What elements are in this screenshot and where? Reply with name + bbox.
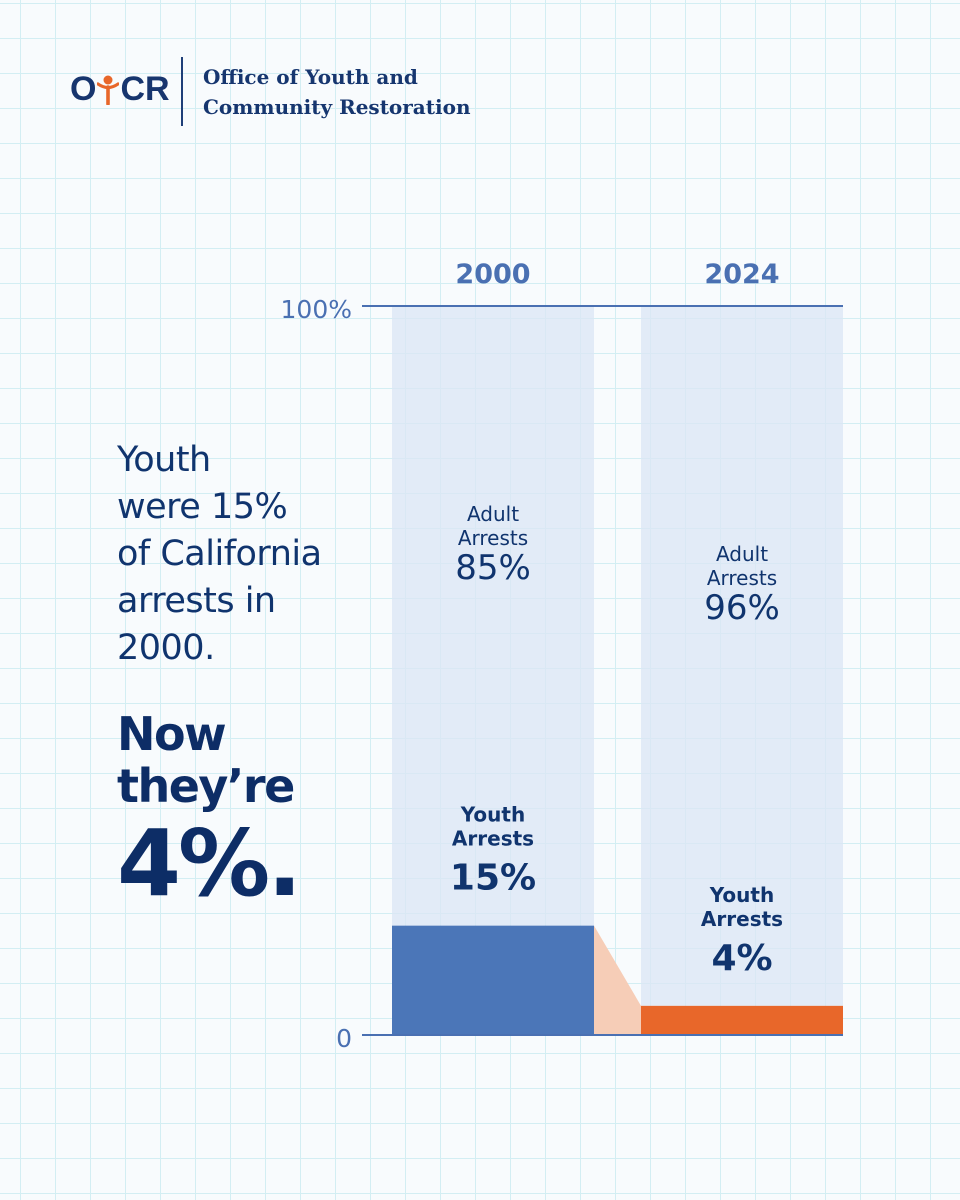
logo-wordmark: O CR (70, 70, 170, 108)
agency-name: Office of Youth and Community Restoratio… (203, 62, 470, 122)
logo: O CR (70, 57, 183, 126)
headline-line5: 2000. (117, 628, 215, 668)
category-label-2024: 2024 (704, 259, 779, 290)
headline-line2: were 15% (117, 487, 288, 527)
headline-line4: arrests in (117, 581, 276, 621)
adult-value-label-2000: 85% (455, 548, 531, 588)
headline-line3: of California (117, 534, 322, 574)
adult-bar-2000 (392, 306, 594, 926)
adult-value-label-2024: 96% (704, 588, 780, 628)
youth-change-connector (594, 925, 641, 1035)
agency-name-line1: Office of Youth and (203, 65, 418, 89)
logo-divider (181, 57, 183, 126)
youth-label-line1-2024: Youth (709, 883, 774, 907)
emphasis-line1: Now (117, 707, 227, 761)
youth-label-line1-2000: Youth (460, 803, 525, 827)
emphasis-statement: Now they’re 4%. (117, 707, 302, 918)
youth-bar-2000 (392, 925, 594, 1035)
headline: Youth were 15% of California arrests in … (117, 437, 377, 672)
youth-value-label-2000: 15% (450, 858, 536, 899)
person-figure-icon (97, 75, 120, 105)
youth-label-line2-2000: Arrests (452, 827, 534, 851)
adult-label-line1-2024: Adult (716, 542, 768, 566)
youth-label-line2-2024: Arrests (701, 907, 783, 931)
agency-name-line2: Community Restoration (203, 95, 471, 119)
adult-label-line2-2024: Arrests (707, 566, 777, 590)
emphasis-line2: they’re (117, 759, 295, 813)
adult-bar-2024 (641, 306, 843, 1006)
adult-label-line1-2000: Adult (467, 502, 519, 526)
y-tick-label-bottom: 0 (336, 1024, 352, 1053)
youth-bar-2024 (641, 1005, 843, 1035)
emphasis-big-value: 4%. (117, 810, 302, 917)
headline-line1: Youth (117, 440, 211, 480)
adult-label-line2-2000: Arrests (458, 526, 528, 550)
y-tick-label-top: 100% (281, 295, 352, 324)
youth-value-label-2024: 4% (711, 938, 772, 979)
category-label-2000: 2000 (455, 259, 530, 290)
